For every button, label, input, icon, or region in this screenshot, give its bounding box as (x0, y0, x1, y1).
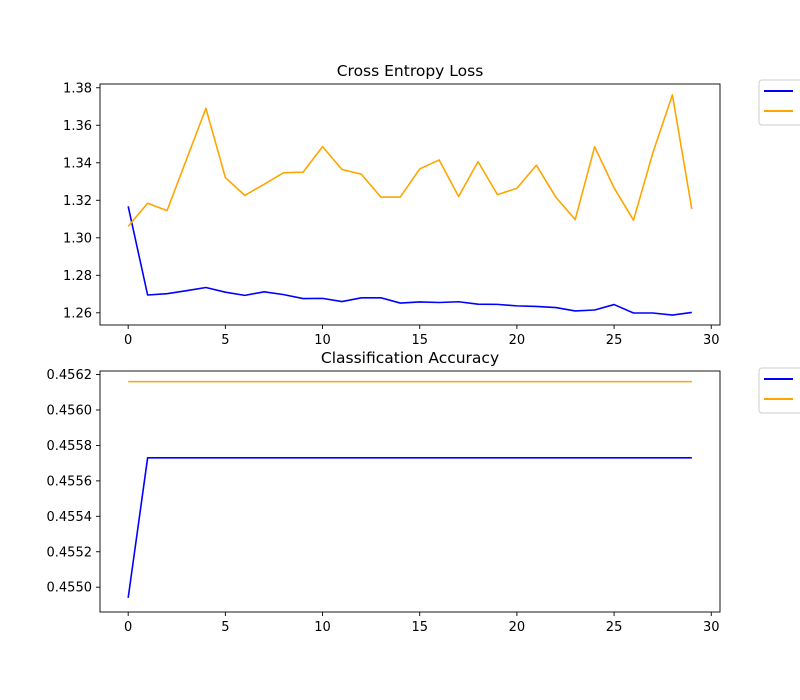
loss-y-tick-label: 1.36 (63, 119, 92, 134)
accuracy-y-tick-label: 0.4558 (47, 439, 93, 454)
loss-x-tick-label: 20 (509, 333, 526, 348)
loss-y-tick-label: 1.32 (63, 194, 92, 209)
accuracy-series-layer (127, 380, 692, 598)
loss-legend-box (758, 79, 800, 126)
loss-x-tick-label: 25 (606, 333, 623, 348)
loss-y-tick-label: 1.26 (63, 306, 92, 321)
loss-series-layer (127, 94, 693, 316)
accuracy-x-tick-label: 25 (606, 620, 623, 635)
loss-series-val-line (127, 94, 693, 227)
accuracy-y-tick-label: 0.4562 (47, 368, 93, 383)
accuracy-legend (758, 367, 800, 414)
loss-x-axis: 0 5 10 15 20 25 30 (124, 325, 720, 348)
loss-x-tick-label: 15 (411, 333, 428, 348)
loss-legend (758, 79, 800, 126)
accuracy-y-tick-label: 0.4552 (47, 545, 93, 560)
loss-x-tick-label: 10 (314, 333, 331, 348)
loss-plot-frame (99, 83, 721, 326)
accuracy-series-train-line (127, 457, 692, 598)
accuracy-x-tick-label: 0 (124, 620, 132, 635)
accuracy-legend-box (758, 367, 800, 414)
loss-series-train-line (127, 206, 692, 316)
accuracy-x-tick-label: 15 (411, 620, 428, 635)
loss-y-tick-label: 1.28 (63, 269, 92, 284)
loss-y-axis: 1.26 1.28 1.30 1.32 1.34 1.36 1.38 (63, 81, 100, 321)
accuracy-y-tick-label: 0.4556 (47, 474, 93, 489)
accuracy-y-tick-label: 0.4554 (47, 510, 93, 525)
accuracy-x-tick-label: 5 (221, 620, 229, 635)
accuracy-x-tick-label: 10 (314, 620, 331, 635)
accuracy-x-axis: 0 5 10 15 20 25 30 (124, 612, 720, 635)
accuracy-subplot: Classification Accuracy 0 5 10 15 20 25 30 0.4… (47, 349, 800, 635)
loss-subplot: Cross Entropy Loss 0 5 10 15 20 25 30 1.26 1.28… (63, 62, 800, 348)
loss-x-tick-label: 5 (221, 333, 229, 348)
loss-y-tick-label: 1.34 (63, 156, 92, 171)
accuracy-chart-title: Classification Accuracy (321, 349, 499, 367)
loss-y-tick-label: 1.30 (63, 231, 92, 246)
accuracy-x-tick-label: 30 (703, 620, 720, 635)
accuracy-x-tick-label: 20 (509, 620, 526, 635)
accuracy-plot-frame (99, 370, 721, 613)
accuracy-y-tick-label: 0.4550 (47, 581, 93, 596)
loss-x-tick-label: 0 (124, 333, 132, 348)
accuracy-y-tick-label: 0.4560 (47, 403, 93, 418)
accuracy-y-axis: 0.4550 0.4552 0.4554 0.4556 0.4558 0.4560 0.45… (47, 368, 100, 596)
loss-chart-title: Cross Entropy Loss (337, 62, 484, 80)
loss-y-tick-label: 1.38 (63, 81, 92, 96)
loss-x-tick-label: 30 (703, 333, 720, 348)
